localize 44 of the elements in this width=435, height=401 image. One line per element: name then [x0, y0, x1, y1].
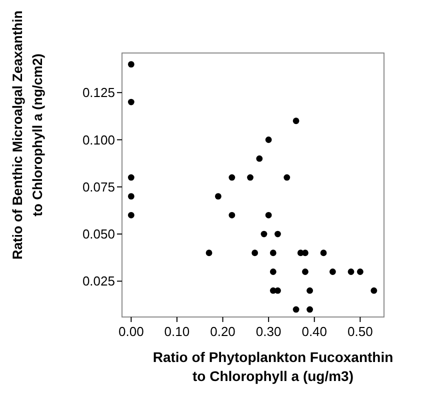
y-tick-label: 0.050 [82, 226, 115, 242]
y-tick-label: 0.075 [82, 179, 115, 194]
point [370, 287, 378, 294]
point [128, 98, 134, 106]
point [252, 250, 258, 256]
point [256, 155, 263, 162]
point [292, 306, 300, 313]
y-tick-label: 0.100 [82, 132, 115, 148]
x-axis-title: Ratio of Phytoplankton Fucoxanthin to Chlorophyll a (ug/m3) [152, 349, 394, 384]
point [228, 212, 236, 218]
point [260, 230, 268, 238]
y-tick-label: 0.025 [82, 274, 115, 289]
y-axis-title: Ratio of Benthic Microalgal Zeaxanthin to Chlorophyll a (ng/cm2) [10, 10, 45, 260]
point [214, 193, 222, 200]
point [320, 250, 327, 256]
x-tick-label: 0.00 [118, 324, 144, 339]
point [284, 174, 290, 181]
x-tick-label: 0.20 [210, 324, 236, 339]
point [292, 118, 300, 124]
point [330, 268, 336, 275]
point [128, 61, 134, 68]
point [274, 287, 281, 294]
point [348, 268, 354, 275]
point [265, 212, 272, 218]
point [302, 268, 308, 275]
x-tick-label: 0.10 [164, 324, 190, 339]
point [228, 174, 236, 181]
point [274, 230, 281, 238]
point [270, 250, 276, 256]
x-tick-label: 0.50 [348, 324, 373, 339]
point [270, 268, 276, 275]
x-tick-label: 0.30 [256, 324, 282, 339]
point [302, 250, 308, 256]
point [356, 268, 364, 275]
point [128, 174, 134, 181]
point [306, 287, 313, 294]
point [306, 306, 313, 313]
point [128, 212, 134, 218]
x-tick-label: 0.40 [302, 324, 328, 339]
point [206, 250, 212, 256]
point [128, 193, 134, 200]
point [247, 174, 254, 181]
point [265, 136, 272, 143]
y-tick-label: 0.125 [82, 85, 115, 100]
